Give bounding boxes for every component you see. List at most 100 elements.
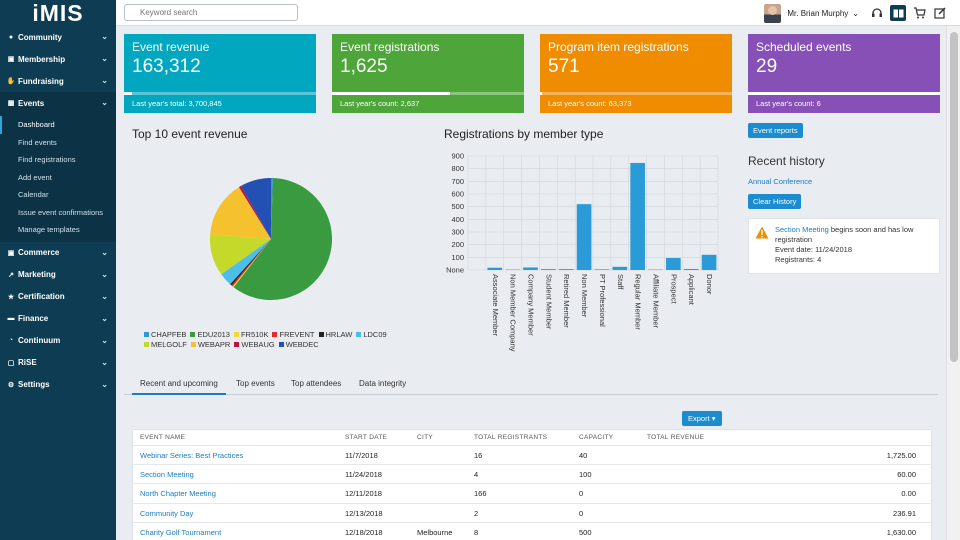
x-tick-label: PT Professional [598, 274, 607, 327]
pie-slice-frevent[interactable] [231, 239, 271, 287]
bar-donor[interactable] [701, 254, 717, 270]
x-tick-label: Non Member Company [509, 274, 518, 352]
subnav-add-event[interactable]: Add event [18, 172, 52, 182]
subnav-manage-templates[interactable]: Manage templates [18, 225, 80, 234]
pie-slice-edu2013[interactable] [233, 178, 332, 300]
sidebar-item-fundraising[interactable]: ✋ Fundraising ⌄ [0, 70, 116, 92]
subnav-dashboard[interactable]: Dashboard [0, 116, 116, 134]
main-content: Event revenue 163,312 Last year's total:… [116, 26, 946, 540]
legend-swatch [144, 342, 149, 347]
legend-item-fr510k[interactable]: FR510K [233, 330, 268, 340]
book-icon[interactable] [890, 5, 906, 21]
annual-conference-link[interactable]: Annual Conference [748, 177, 813, 186]
bar-regular-member[interactable] [630, 162, 645, 270]
avatar[interactable] [764, 3, 782, 23]
pie-slice-webapr[interactable] [210, 187, 271, 239]
card-value: 163,312 [132, 56, 201, 77]
revenue-cell: 1,725.00 [886, 451, 916, 460]
warning-icon [755, 226, 769, 239]
bar-prospect[interactable] [666, 257, 681, 270]
sidebar-item-marketing[interactable]: ↗ Marketing ⌄ [0, 264, 116, 286]
event-name-link[interactable]: North Chapter Meeting [140, 489, 216, 499]
tab-top-events[interactable]: Top events [236, 379, 275, 388]
bar-staff[interactable] [612, 266, 628, 270]
bar-pt-professional[interactable] [594, 269, 610, 270]
subnav-calendar[interactable]: Calendar [18, 190, 49, 199]
program-item-registrations-card[interactable]: Program item registrations 571 Last year… [540, 34, 732, 113]
pie-slice-chapfeb[interactable] [271, 178, 273, 239]
tab-top-attendees[interactable]: Top attendees [291, 379, 342, 388]
subnav-find-registrations[interactable]: Find registrations [18, 155, 76, 164]
legend-item-hrlaw[interactable]: HRLAW [318, 330, 352, 340]
sidebar-item-label: Commerce [18, 248, 60, 257]
cart-icon[interactable] [911, 5, 927, 21]
sidebar-item-commerce[interactable]: ▣ Commerce ⌄ [0, 242, 116, 264]
bar-non-member[interactable] [576, 204, 592, 270]
pie-slice-webdec[interactable] [240, 178, 271, 239]
header-total-revenue[interactable]: TOTAL REVENUE [647, 434, 705, 441]
pie-slice-fr510k[interactable] [232, 239, 271, 288]
header-start-date[interactable]: START DATE [345, 434, 388, 441]
alert-registrants: Registrants: 4 [775, 255, 822, 264]
legend-item-webaug[interactable]: WEBAUG [234, 340, 275, 350]
tab-data-integrity[interactable]: Data integrity [359, 379, 407, 388]
sidebar-item-continuum[interactable]: ◔ Continuum ⌄ [0, 330, 116, 352]
pie-slice-ldc09[interactable] [221, 239, 271, 285]
legend-item-edu2013[interactable]: EDU2013 [190, 330, 230, 340]
card-footnote: Last year's total: 3,700,845 [132, 99, 222, 108]
bar-associate-member[interactable] [487, 267, 503, 270]
edit-icon[interactable] [932, 5, 948, 21]
event-registrations-card[interactable]: Event registrations 1,625 Last year's co… [332, 34, 524, 113]
events-table: EVENT NAME START DATE CITY TOTAL REGISTR… [132, 429, 932, 540]
bar-company-member[interactable] [523, 267, 538, 270]
sidebar-item-rise[interactable]: ▢ RiSE ⌄ [0, 352, 116, 374]
sidebar-item-community[interactable]: ● Community ⌄ [0, 26, 116, 48]
bar-retired-member[interactable] [558, 269, 574, 270]
legend-item-webdec[interactable]: WEBDEC [278, 340, 319, 350]
legend-label: WEBAUG [241, 340, 275, 349]
sidebar-item-finance[interactable]: ▬ Finance ⌄ [0, 308, 116, 330]
sidebar-item-settings[interactable]: ⚙ Settings ⌄ [0, 374, 116, 396]
pie-slice-hrlaw[interactable] [230, 239, 271, 286]
event-name-link[interactable]: Webinar Series: Best Practices [140, 451, 244, 460]
bar-applicant[interactable] [683, 268, 699, 270]
sidebar-item-label: Marketing [18, 270, 56, 279]
bar-chart-title: Registrations by member type [444, 127, 604, 141]
header-city[interactable]: CITY [417, 434, 434, 441]
scrollbar-thumb[interactable] [950, 32, 958, 362]
card-footnote: Last year's count: 2,637 [340, 99, 420, 108]
legend-item-ldc09[interactable]: LDC09 [356, 330, 387, 340]
chevron-down-icon[interactable]: ⌄ [852, 8, 859, 18]
clear-history-button[interactable]: Clear History [748, 194, 802, 209]
event-name-link[interactable]: Community Day [140, 508, 194, 518]
header-event-name[interactable]: EVENT NAME [140, 434, 186, 441]
tab-recent-and-upcoming[interactable]: Recent and upcoming [132, 374, 226, 395]
x-tick-label: Prospect [669, 274, 678, 305]
legend-item-webapr[interactable]: WEBAPR [190, 340, 230, 350]
imis-logo[interactable]: iMIS [32, 0, 84, 26]
user-name[interactable]: Mr. Brian Murphy [787, 8, 849, 18]
event-reports-button[interactable]: Event reports [748, 123, 803, 138]
bar-student-member[interactable] [541, 269, 556, 270]
export-button[interactable]: Export ▾ [682, 411, 722, 426]
search-input[interactable] [124, 4, 298, 21]
subnav-find-events[interactable]: Find events [18, 137, 57, 147]
pie-slice-webaug[interactable] [238, 185, 271, 239]
sidebar-item-certification[interactable]: ★ Certification ⌄ [0, 286, 116, 308]
page-scrollbar[interactable] [946, 26, 960, 540]
sidebar-item-membership[interactable]: ▣ Membership ⌄ [0, 48, 116, 70]
subnav-issue-confirmations[interactable]: Issue event confirmations [18, 207, 104, 217]
header-capacity[interactable]: CAPACITY [579, 434, 614, 441]
event-name-link[interactable]: Section Meeting [140, 470, 194, 480]
section-meeting-link[interactable]: Section Meeting [775, 225, 829, 234]
pie-slice-melgolf[interactable] [210, 234, 271, 275]
legend-item-chapfeb[interactable]: CHAPFEB [144, 330, 186, 340]
event-revenue-card[interactable]: Event revenue 163,312 Last year's total:… [124, 34, 316, 113]
legend-item-melgolf[interactable]: MELGOLF [144, 340, 187, 350]
header-total-registrants[interactable]: TOTAL REGISTRANTS [474, 434, 548, 441]
event-name-link[interactable]: Charity Golf Tournament [140, 527, 222, 537]
scheduled-events-card[interactable]: Scheduled events 29 Last year's count: 6 [748, 34, 940, 113]
legend-item-frevent[interactable]: FREVENT [272, 330, 315, 340]
sidebar-item-events[interactable]: ▦ Events ⌄ [0, 92, 116, 114]
headset-icon[interactable] [869, 5, 885, 21]
